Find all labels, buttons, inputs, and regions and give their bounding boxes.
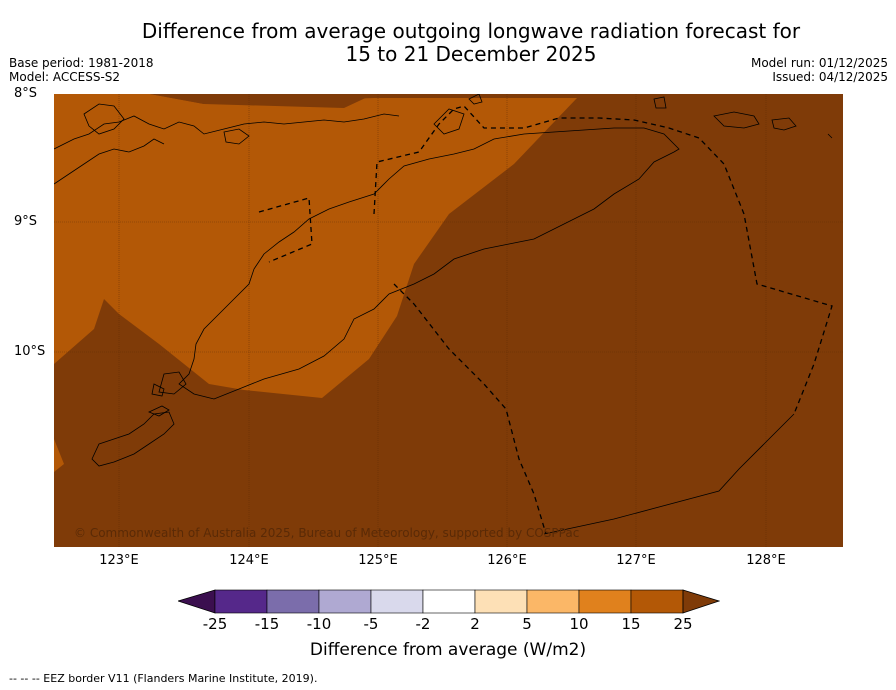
field-band-15-25 — [54, 94, 577, 398]
colorbar-extend-low — [178, 589, 216, 614]
colorbar-label: 15 — [621, 615, 641, 633]
lon-label-126e: 126°E — [487, 553, 527, 568]
lon-label-123e: 123°E — [99, 553, 139, 568]
meta-right: Model run: 01/12/2025 Issued: 04/12/2025 — [751, 56, 888, 84]
colorbar-extend-high — [682, 589, 720, 614]
coastlines — [54, 94, 833, 535]
colorbar-label: 10 — [569, 615, 589, 633]
copyright-text: © Commonwealth of Australia 2025, Bureau… — [74, 526, 579, 540]
base-period-text: Base period: 1981-2018 — [9, 56, 154, 70]
colorbar-label: 2 — [470, 615, 480, 633]
lat-label-9s: 9°S — [14, 214, 38, 229]
lon-label-125e: 125°E — [358, 553, 398, 568]
field-band-15-25-small — [54, 439, 64, 472]
colorbar-label: 5 — [522, 615, 532, 633]
colorbar-label: -5 — [363, 615, 379, 633]
eez-footnote: -- -- -- EEZ border V11 (Flanders Marine… — [9, 672, 318, 685]
title-line-1: Difference from average outgoing longwav… — [141, 19, 801, 43]
model-run-text: Model run: 01/12/2025 — [750, 56, 888, 70]
colorbar-bin-7 — [526, 589, 580, 614]
model-text: Model: ACCESS-S2 — [9, 70, 121, 84]
colorbar-bin-1 — [214, 589, 268, 614]
colorbar-title: Difference from average (W/m2) — [309, 640, 587, 660]
map-panel: © Commonwealth of Australia 2025, Bureau… — [54, 94, 843, 547]
colorbar-label: -10 — [306, 615, 332, 633]
colorbar-label: -2 — [415, 615, 431, 633]
colorbar-label: 25 — [673, 615, 693, 633]
colorbar-bin-5 — [422, 589, 476, 614]
colorbar-bin-9 — [630, 589, 684, 614]
lat-label-8s: 8°S — [14, 86, 38, 101]
lon-label-127e: 127°E — [616, 553, 656, 568]
gridlines — [54, 94, 843, 547]
eez-borders — [258, 105, 833, 535]
colorbar-bin-3 — [318, 589, 372, 614]
field-top-wedge — [150, 94, 374, 108]
colorbar-label: -25 — [202, 615, 228, 633]
lon-label-128e: 128°E — [746, 553, 786, 568]
chart-title: Difference from average outgoing longwav… — [0, 20, 896, 66]
colorbar-bin-8 — [578, 589, 632, 614]
colorbar-bin-2 — [266, 589, 320, 614]
title-line-2: 15 to 21 December 2025 — [345, 42, 597, 66]
lon-label-124e: 124°E — [229, 553, 269, 568]
issued-text: Issued: 04/12/2025 — [772, 70, 888, 84]
lat-label-10s: 10°S — [14, 344, 46, 359]
colorbar — [178, 589, 720, 614]
colorbar-bin-4 — [370, 589, 424, 614]
colorbar-bin-6 — [474, 589, 528, 614]
meta-left: Base period: 1981-2018 Model: ACCESS-S2 — [9, 56, 154, 84]
colorbar-label: -15 — [254, 615, 280, 633]
